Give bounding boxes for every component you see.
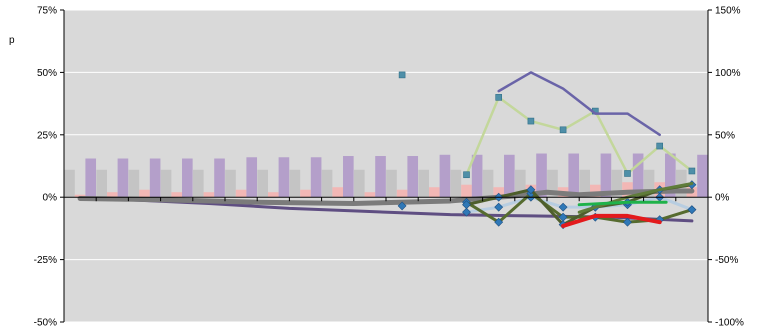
diamond-marker (462, 200, 471, 210)
y-right-tick-label: -100% (715, 318, 744, 329)
bar (171, 192, 183, 198)
series-line (577, 200, 668, 207)
y-left-tick-label: -25% (34, 255, 57, 266)
diamond-marker (462, 207, 471, 217)
y-right-tick-label: 150% (715, 6, 741, 17)
bar (289, 169, 301, 198)
y-left-tick-label: 50% (37, 68, 57, 79)
square-marker (624, 170, 631, 177)
bar (482, 169, 494, 198)
bar (117, 158, 129, 198)
diamond-marker (558, 202, 568, 212)
bar (160, 169, 172, 198)
y-right-tick-label: 100% (715, 68, 741, 79)
side-label: p (9, 35, 15, 46)
bar (514, 169, 526, 198)
bar (632, 153, 644, 198)
bar (386, 169, 397, 198)
bar (439, 154, 451, 198)
diamond-marker (623, 217, 632, 227)
bar (343, 156, 354, 198)
axes: -50% -25% 0% 25% 50% 75% -100% -50% 0% 50% 100% 150… (34, 6, 744, 329)
bar (418, 169, 429, 198)
diamond-marker (494, 202, 504, 212)
square-marker (656, 142, 664, 150)
bar (643, 169, 655, 198)
y-right-tick-label: -50% (715, 255, 738, 266)
bar (611, 169, 623, 198)
bar (536, 153, 547, 198)
bar (547, 169, 558, 198)
y-left-tick-label: 25% (37, 130, 57, 141)
bar (568, 153, 580, 198)
series-line (465, 96, 694, 176)
bar (665, 153, 676, 198)
bar (246, 157, 258, 198)
y-left-tick-label: 0% (43, 193, 58, 204)
bar (675, 169, 687, 198)
series-line (77, 188, 695, 206)
bar (428, 187, 440, 198)
square-marker (688, 167, 696, 175)
bar (321, 169, 333, 198)
bar (396, 189, 408, 198)
square-marker (463, 171, 470, 179)
series-line (497, 71, 661, 137)
bar (267, 192, 279, 198)
series-line (465, 195, 694, 214)
bar (600, 153, 612, 198)
diamond-marker (397, 201, 407, 211)
bar (225, 169, 236, 198)
bar (332, 187, 344, 198)
bar (310, 157, 322, 198)
bar (450, 169, 462, 198)
bar (697, 154, 708, 198)
bar (300, 189, 311, 198)
diamond-marker (526, 185, 536, 195)
bar (493, 187, 505, 198)
y-right-tick-label: 50% (715, 130, 735, 141)
bar (96, 169, 107, 198)
bar (278, 157, 290, 198)
bar (106, 192, 118, 198)
y-right-tick-label: 0% (715, 193, 730, 204)
bar (461, 184, 472, 198)
bar (203, 192, 215, 198)
bar (353, 169, 365, 198)
series-line (561, 213, 662, 228)
bar (257, 169, 268, 198)
bar (375, 156, 386, 198)
square-marker (527, 117, 535, 125)
square-marker (495, 94, 503, 101)
bar (149, 158, 161, 198)
bar (64, 169, 75, 198)
plot-area (64, 10, 708, 322)
y-left-tick-label: 75% (37, 6, 57, 17)
y-left-tick-label: -50% (34, 318, 57, 329)
bar (85, 158, 97, 198)
bar (235, 189, 247, 198)
square-marker (398, 71, 406, 79)
bar (364, 192, 376, 198)
bar (589, 184, 601, 198)
bar (182, 158, 193, 198)
diamond-marker (494, 217, 504, 227)
square-marker (559, 126, 567, 134)
line-series-group (77, 71, 697, 230)
bar (579, 169, 590, 198)
bar (407, 156, 419, 198)
bar (128, 169, 140, 198)
bar (192, 169, 204, 198)
bar (139, 189, 150, 198)
bar (214, 158, 225, 198)
diamond-marker (687, 205, 697, 215)
bar (504, 154, 515, 198)
bar (471, 154, 483, 198)
